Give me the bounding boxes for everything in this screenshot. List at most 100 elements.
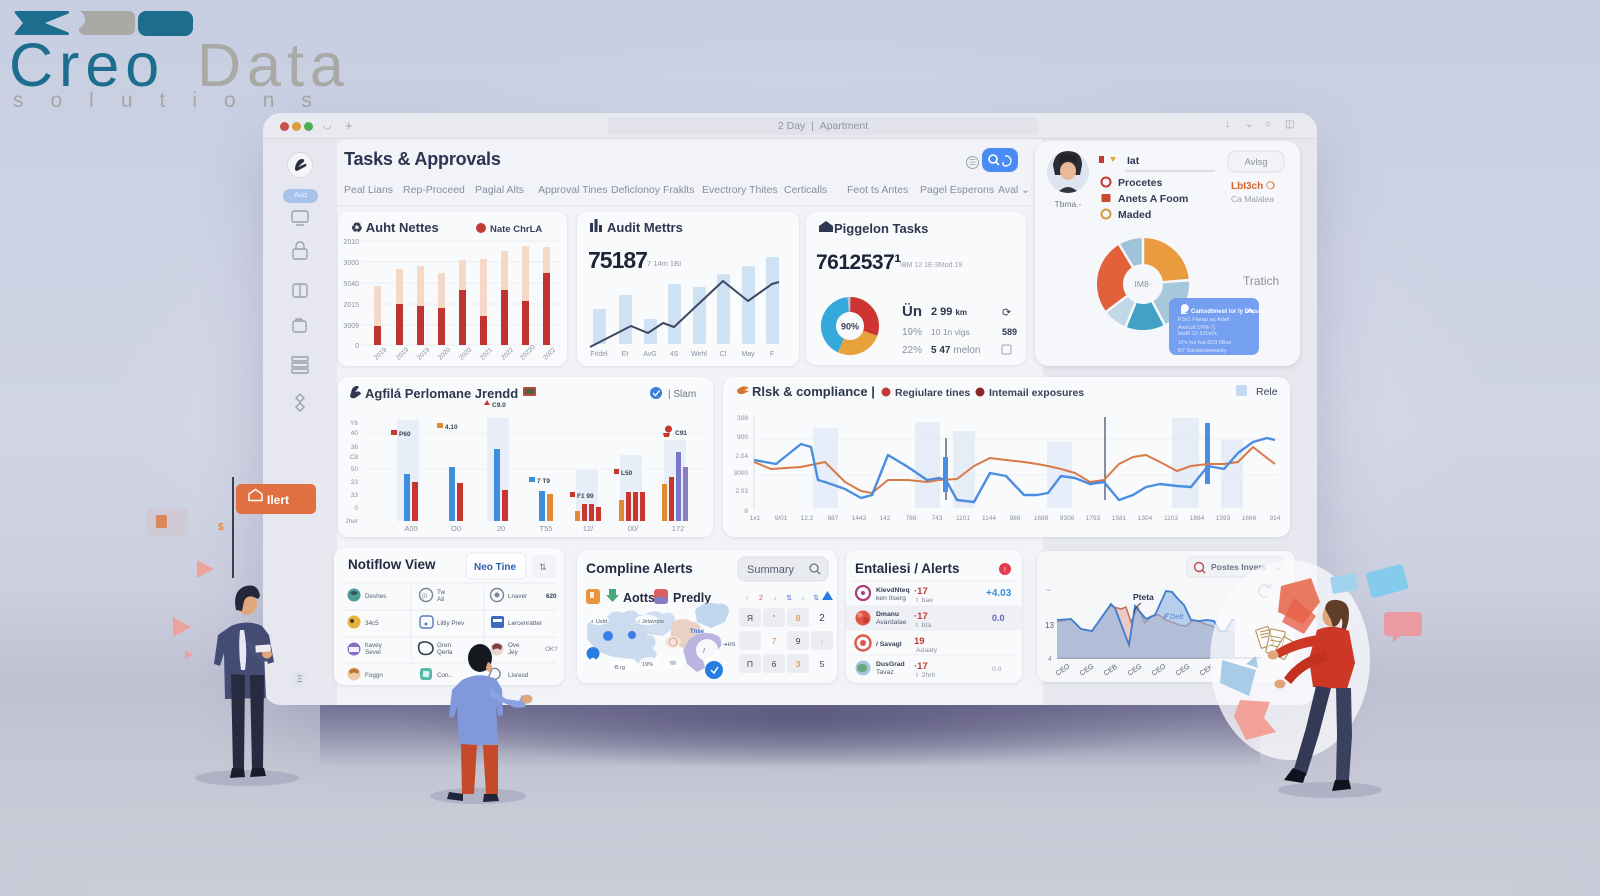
svg-text:1593: 1593 [1216,515,1231,522]
svg-text:Intemail exposures: Intemail exposures [989,387,1084,399]
svg-text:Procetes: Procetes [1118,177,1163,189]
svg-text:OK?: OK? [545,646,558,653]
svg-text:788: 788 [906,515,917,522]
svg-text:9/01: 9/01 [775,515,788,522]
svg-text:T55: T55 [540,524,553,533]
svg-text:2010: 2010 [343,239,359,246]
svg-text:$: $ [218,522,224,533]
svg-text:P3x1 Fkeap aq Adel​r: P3x1 Fkeap aq Adel​r [1178,317,1230,323]
svg-text:40: 40 [351,430,359,437]
svg-text:Avlsg: Avlsg [1244,157,1267,168]
svg-text:8: 8 [744,508,748,515]
svg-text:7 T9: 7 T9 [537,478,550,485]
svg-text:Ove: Ove [508,642,520,649]
svg-text:1581: 1581 [1112,515,1127,522]
svg-text:L50: L50 [621,470,633,477]
svg-text:C91: C91 [675,430,687,437]
svg-text:22%: 22% [902,345,922,356]
svg-text:Avardalae: Avardalae [876,619,907,626]
svg-text:Sevel: Sevel [365,649,381,656]
svg-text:Foggn: Foggn [365,672,383,679]
svg-text:◦B rg: ◦B rg [613,665,625,671]
svg-text:◐ Usbt: ◐ Usbt [591,619,608,625]
svg-text:1443: 1443 [852,515,867,522]
svg-text:Tw: Tw [437,589,445,596]
svg-text:914: 914 [1270,515,1281,522]
svg-text:172: 172 [672,524,685,533]
svg-text:Awrczil 1PM-7j: Awrczil 1PM-7j [1178,325,1215,331]
svg-text:12.2: 12.2 [801,515,814,522]
svg-text:|: | [821,636,823,646]
svg-text:Ati: Ati [437,596,444,603]
svg-text:9: 9 [796,636,801,646]
svg-text:20: 20 [497,524,505,533]
svg-text:!: ! [1004,567,1006,574]
svg-text:1103: 1103 [1164,515,1178,522]
svg-text:havey: havey [365,642,383,649]
svg-text:10 1n vigs: 10 1n vigs [931,327,970,337]
svg-text:2015: 2015 [343,302,359,309]
svg-text:Audit Mettrs: Audit Mettrs [607,220,683,235]
svg-text:𝑓: 𝑓 [703,648,706,655]
svg-text:(0: (0 [422,594,428,600]
svg-text:0: 0 [355,343,359,350]
svg-text:4.10: 4.10 [445,424,458,431]
svg-text:bsd0 12 520x0c: bsd0 12 520x0c [1178,331,1218,337]
svg-text:Adaaty: Adaaty [916,647,938,654]
svg-text:1688: 1688 [1034,515,1049,522]
svg-text:Maded: Maded [1118,209,1151,221]
svg-text:8: 8 [796,613,801,623]
svg-text:Rlsk & compliance |: Rlsk & compliance | [752,384,875,399]
svg-text:19: 19 [914,636,925,647]
svg-text:Fridel: Fridel [590,351,608,358]
svg-text:Piggelon Tasks: Piggelon Tasks [834,221,928,236]
svg-text:Notiflow View: Notiflow View [348,557,436,572]
svg-text:Tratich: Tratich [1243,274,1279,288]
svg-text:Neo Tine: Neo Tine [474,562,516,573]
svg-text:Y6: Y6 [350,420,358,427]
svg-text:23: 23 [351,479,359,486]
svg-text:KlevdNteq: KlevdNteq [876,587,910,594]
svg-text:5040: 5040 [343,281,359,288]
svg-text:1Pv ins fua B23 0Bvs: 1Pv ins fua B23 0Bvs [1178,340,1231,346]
svg-text:ken Itserg: ken Itserg [876,595,906,602]
svg-text:Ün: Ün [902,303,922,320]
svg-text:I bae: I bae [916,597,933,604]
svg-text:Ilert: Ilert [267,493,289,507]
svg-text:Con..: Con.. [437,672,452,679]
svg-text:IBM 12 1E-3Mod 19: IBM 12 1E-3Mod 19 [900,262,962,269]
svg-text:Creo: Creo [9,31,165,99]
svg-text:Regiulare tines: Regiulare tines [895,387,970,399]
svg-text:♻ Auht Nettes: ♻ Auht Nettes [351,220,439,235]
svg-text:1884: 1884 [1190,515,1205,522]
svg-text:⇅: ⇅ [813,595,819,602]
svg-text:1793: 1793 [1086,515,1101,522]
svg-text:⇅: ⇅ [786,595,792,602]
svg-text:Entaliesi / Alerts: Entaliesi / Alerts [855,561,960,576]
svg-text:1666: 1666 [1242,515,1257,522]
svg-text:13: 13 [1045,621,1054,630]
svg-text:Liltly Prev: Liltly Prev [437,620,465,627]
svg-text:Pteta: Pteta [1133,592,1154,602]
svg-text:Anets A Foom: Anets A Foom [1118,193,1188,205]
svg-text:⇅: ⇅ [539,562,547,572]
svg-text:F: F [770,351,774,358]
svg-text:Deshes: Deshes [365,593,386,600]
svg-text:Я: Я [747,613,753,623]
svg-text:·17: ·17 [914,586,928,597]
svg-text:1101: 1101 [956,515,970,522]
svg-text:00/: 00/ [628,524,639,533]
svg-text:6: 6 [772,659,777,669]
svg-text:𝑭 Delt: 𝑭 Delt [1163,612,1184,621]
svg-text:2: 2 [819,613,825,624]
svg-text:589: 589 [1002,327,1017,337]
svg-text:3: 3 [796,659,801,669]
svg-text:C9.0: C9.0 [492,402,506,409]
svg-text:Lnaver: Lnaver [508,593,527,600]
svg-text:687: 687 [828,515,839,522]
svg-text:5 47 melon: 5 47 melon [931,345,981,356]
svg-text:Iat: Iat [1127,155,1140,167]
svg-text:4S: 4S [670,351,679,358]
svg-text:○ Jelavdno: ○ Jelavdno [637,619,664,625]
svg-text:0.0: 0.0 [992,666,1002,673]
